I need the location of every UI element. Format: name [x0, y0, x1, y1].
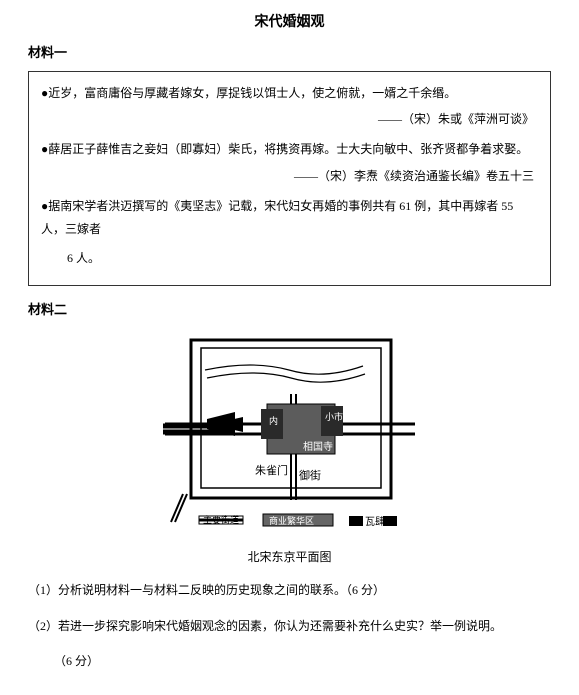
material1-entry1: ●近岁，富商庸俗与厚藏者嫁女，厚捉钱以饵士人，使之俯就，一婿之千余缗。: [41, 82, 538, 105]
material1-cite2: ——（宋）李焘《续资治通鉴长编》卷五十三: [41, 167, 538, 185]
material1-box: ●近岁，富商庸俗与厚藏者嫁女，厚捉钱以饵士人，使之俯就，一婿之千余缗。 ——（宋…: [28, 71, 551, 287]
map-label-small: 小市: [325, 411, 343, 422]
question-2: （2）若进一步探究影响宋代婚姻观念的因素，你认为还需要补充什么史实？举一例说明。: [28, 616, 551, 638]
page-title: 宋代婚姻观: [28, 12, 551, 33]
question-2-text: （2）若进一步探究影响宋代婚姻观念的因素，你认为还需要补充什么史实？举一例说明。: [28, 619, 502, 633]
legend-wazi: 瓦肆: [365, 516, 385, 528]
material1-label: 材料一: [28, 43, 551, 63]
map-label-gate: 朱雀门: [255, 463, 288, 477]
material1-entry3: ●据南宋学者洪迈撰写的《夷坚志》记载，宋代妇女再婚的事例共有 61 例，其中再嫁…: [41, 195, 538, 241]
question-1: （1）分析说明材料一与材料二反映的历史现象之间的联系。（6 分）: [28, 580, 551, 602]
material1-entry3-text: ●据南宋学者洪迈撰写的《夷坚志》记载，宋代妇女再婚的事例共有 61 例，其中再嫁…: [41, 199, 513, 236]
legend-main-street: 主要街道: [203, 514, 239, 525]
map-figure: 内 小市 相国寺 朱雀门 御街 主要街道 商业繁华区 瓦肆: [163, 334, 417, 534]
map-label-street: 御街: [299, 468, 321, 482]
material2-label: 材料二: [28, 300, 551, 320]
material1-entry3-cont: 6 人。: [67, 247, 538, 270]
map-caption: 北宋东京平面图: [28, 548, 551, 566]
material1-entry2: ●薛居正子薛惟吉之妾妇（即寡妇）柴氏，将携资再嫁。士大夫向敏中、张齐贤都争着求娶…: [41, 138, 538, 161]
map-container: 内 小市 相国寺 朱雀门 御街 主要街道 商业繁华区 瓦肆: [28, 334, 551, 542]
map-label-east-inner: 内: [269, 415, 278, 426]
material1-cite1: ——（宋）朱或《萍洲可谈》: [41, 110, 538, 128]
question-2-score: （6 分）: [54, 651, 551, 673]
legend-commerce: 商业繁华区: [269, 515, 314, 526]
map-label-temple: 相国寺: [303, 440, 333, 453]
